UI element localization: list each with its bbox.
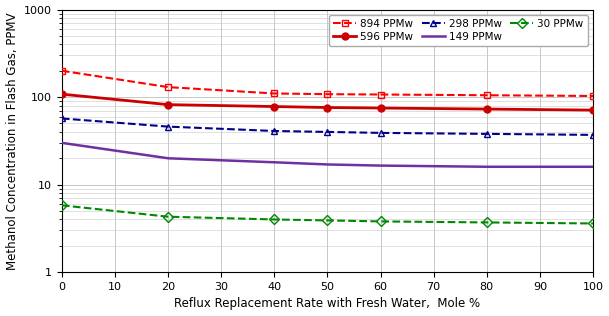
Line: 30 PPMw: 30 PPMw <box>58 202 596 227</box>
149 PPMw <box>164 156 172 160</box>
Line: 298 PPMw: 298 PPMw <box>58 115 596 138</box>
30 PPMw <box>164 215 172 219</box>
894 PPMw <box>483 93 490 97</box>
Line: 596 PPMw: 596 PPMw <box>58 91 596 113</box>
894 PPMw <box>377 93 384 96</box>
596 PPMw <box>324 106 331 109</box>
596 PPMw <box>270 105 278 108</box>
149 PPMw <box>58 141 66 145</box>
Legend: 894 PPMw, 596 PPMw, 298 PPMw, 149 PPMw, 30 PPMw: 894 PPMw, 596 PPMw, 298 PPMw, 149 PPMw, … <box>329 15 588 46</box>
298 PPMw <box>164 125 172 129</box>
149 PPMw <box>270 161 278 164</box>
149 PPMw <box>590 165 597 169</box>
Line: 894 PPMw: 894 PPMw <box>58 67 596 100</box>
298 PPMw <box>270 129 278 133</box>
149 PPMw <box>324 162 331 166</box>
298 PPMw <box>590 133 597 137</box>
894 PPMw <box>590 94 597 98</box>
X-axis label: Reflux Replacement Rate with Fresh Water,  Mole %: Reflux Replacement Rate with Fresh Water… <box>174 297 481 310</box>
149 PPMw <box>483 165 490 169</box>
30 PPMw <box>590 222 597 225</box>
298 PPMw <box>324 130 331 134</box>
894 PPMw <box>324 92 331 96</box>
596 PPMw <box>483 107 490 111</box>
30 PPMw <box>377 220 384 223</box>
596 PPMw <box>164 103 172 106</box>
30 PPMw <box>270 218 278 222</box>
596 PPMw <box>58 92 66 96</box>
30 PPMw <box>58 204 66 207</box>
149 PPMw <box>377 164 384 167</box>
596 PPMw <box>377 106 384 110</box>
Line: 149 PPMw: 149 PPMw <box>62 143 593 167</box>
30 PPMw <box>483 221 490 224</box>
596 PPMw <box>590 108 597 112</box>
894 PPMw <box>270 92 278 95</box>
Y-axis label: Methanol Concentration in Flash Gas, PPMV: Methanol Concentration in Flash Gas, PPM… <box>5 12 18 270</box>
298 PPMw <box>58 117 66 120</box>
298 PPMw <box>483 132 490 136</box>
894 PPMw <box>164 85 172 89</box>
30 PPMw <box>324 219 331 222</box>
894 PPMw <box>58 69 66 73</box>
298 PPMw <box>377 131 384 135</box>
